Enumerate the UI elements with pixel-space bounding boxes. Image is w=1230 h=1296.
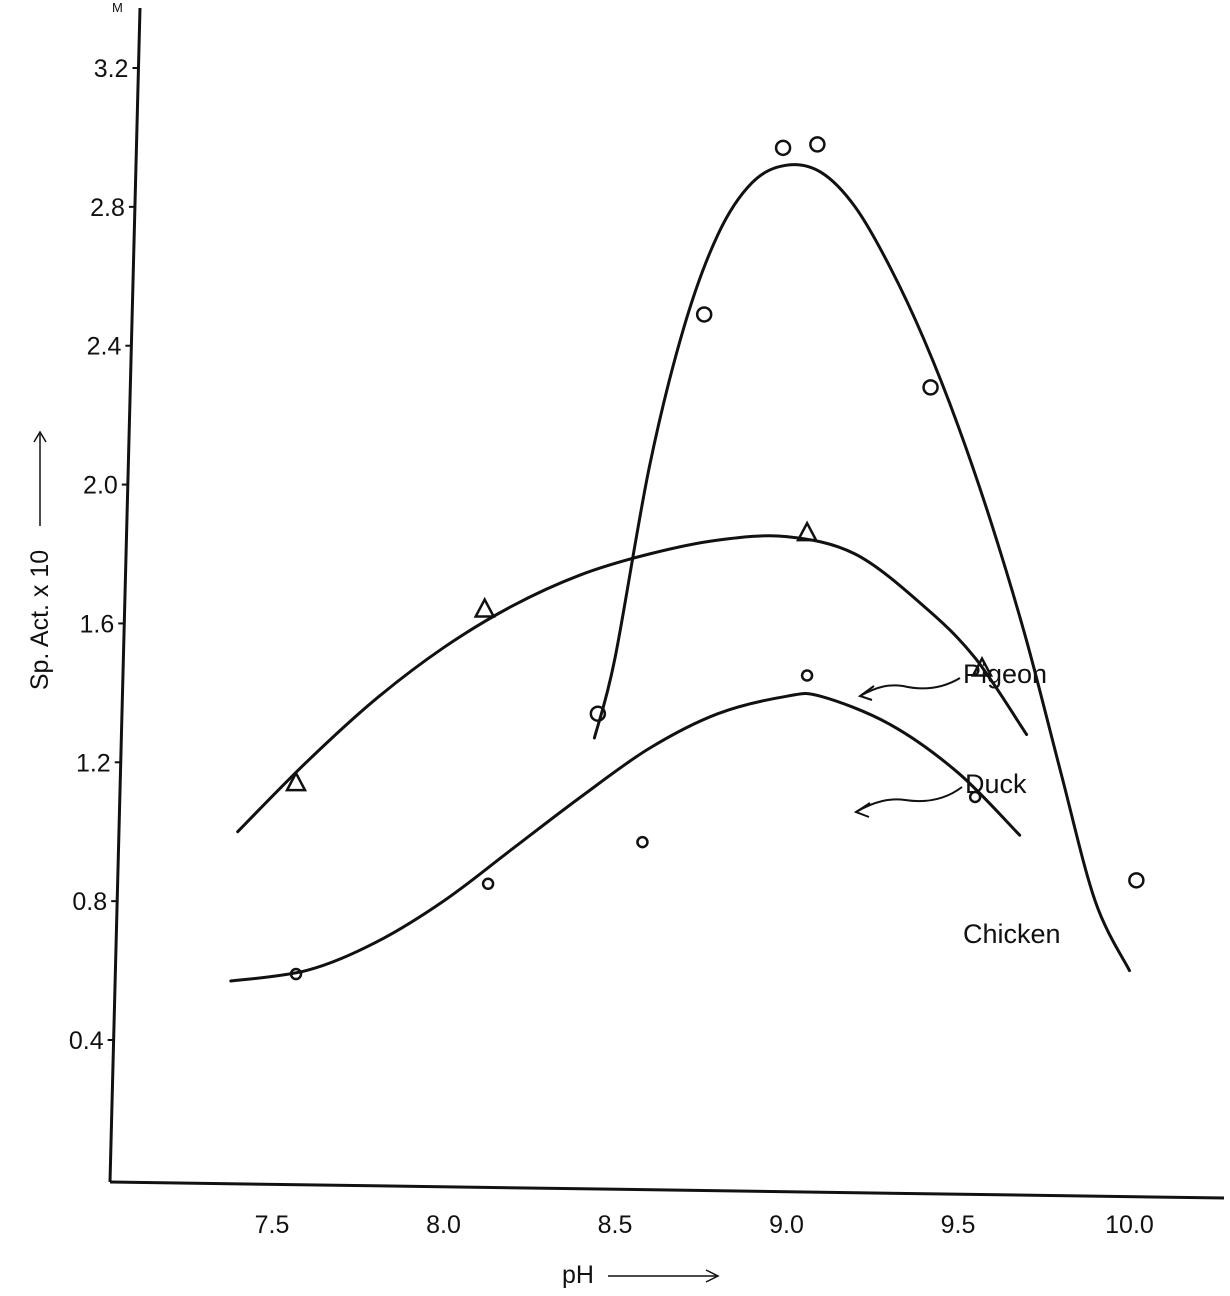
chicken-point bbox=[1128, 872, 1145, 889]
series-labels: Chicken Pigeon Duck bbox=[853, 659, 1061, 949]
series-label-chicken: Chicken bbox=[963, 919, 1061, 949]
duck-point bbox=[481, 877, 495, 891]
duck-point bbox=[968, 790, 982, 804]
y-tick-label: 1.2 bbox=[76, 749, 111, 777]
x-axis-line bbox=[109, 1180, 1225, 1200]
x-tick-label: 10.0 bbox=[1105, 1211, 1154, 1239]
y-tick-label: 3.2 bbox=[94, 55, 129, 83]
pigeon-point bbox=[970, 655, 994, 677]
x-tick-label: 7.5 bbox=[255, 1211, 290, 1239]
y-axis-line bbox=[108, 7, 142, 1183]
chicken-point bbox=[809, 136, 826, 153]
pigeon-label-arrowhead bbox=[857, 685, 875, 701]
fitted-curves bbox=[229, 163, 1131, 983]
duck-point bbox=[800, 669, 814, 682]
pigeon-curve bbox=[236, 534, 1029, 834]
chicken-point bbox=[922, 379, 939, 396]
duck-curve bbox=[229, 691, 1022, 983]
axes bbox=[108, 7, 1225, 1200]
series-label-pigeon: Pigeon bbox=[963, 659, 1047, 689]
y-tick-label: 0.4 bbox=[69, 1027, 104, 1055]
series-label-duck: Duck bbox=[965, 769, 1027, 799]
x-tick-label: 8.0 bbox=[426, 1211, 461, 1239]
duck-label-arrow bbox=[855, 786, 963, 813]
y-unit-mark: M bbox=[112, 0, 123, 15]
duck-label-arrowhead bbox=[853, 802, 871, 818]
chicken-point bbox=[695, 306, 713, 323]
y-axis-title-group: Sp. Act. x 10 bbox=[26, 430, 54, 690]
y-tick-label: 0.8 bbox=[72, 888, 107, 916]
y-axis-arrow-head bbox=[33, 430, 47, 443]
pigeon-point bbox=[473, 596, 496, 618]
x-axis-arrow-head bbox=[705, 1269, 720, 1283]
x-axis-title: pH bbox=[562, 1261, 594, 1289]
y-axis-title: Sp. Act. x 10 bbox=[26, 550, 54, 690]
duck-point bbox=[636, 835, 649, 849]
pigeon-label-arrow bbox=[859, 677, 961, 697]
y-tick-label: 1.6 bbox=[80, 610, 115, 638]
y-axis-ticks: 0.4 0.8 1.2 1.6 2.0 2.4 2.8 3.2 bbox=[69, 55, 139, 1055]
y-tick-label: 2.8 bbox=[90, 194, 125, 222]
y-tick-label: 2.0 bbox=[83, 472, 118, 500]
x-axis-ticks: 7.5 8.0 8.5 9.0 9.5 10.0 bbox=[255, 1211, 1154, 1239]
chicken-point bbox=[589, 705, 607, 722]
chicken-curve bbox=[592, 163, 1131, 973]
pigeon-point bbox=[284, 770, 308, 792]
duck-point bbox=[289, 967, 303, 981]
x-axis-title-group: pH bbox=[562, 1261, 720, 1289]
pigeon-point bbox=[796, 520, 819, 542]
x-tick-label: 9.0 bbox=[769, 1211, 804, 1239]
x-tick-label: 9.5 bbox=[941, 1211, 976, 1239]
y-tick-label: 2.4 bbox=[87, 333, 122, 361]
chicken-point bbox=[774, 139, 792, 157]
data-points bbox=[284, 136, 1145, 981]
x-tick-label: 8.5 bbox=[598, 1211, 633, 1239]
